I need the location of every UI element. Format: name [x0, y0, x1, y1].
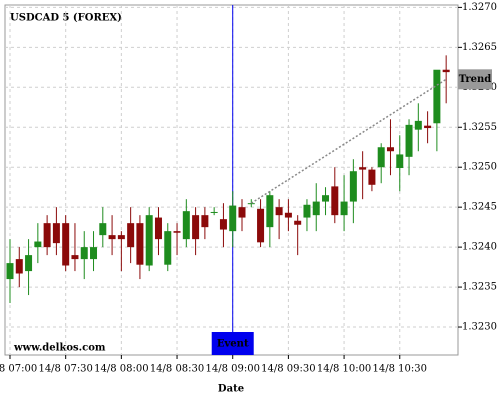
candle-body: [173, 231, 181, 233]
candle-body: [284, 212, 292, 218]
candle-body: [247, 203, 255, 205]
candle-body: [442, 69, 450, 73]
candle-body: [145, 215, 153, 266]
candle-body: [414, 120, 422, 130]
candle-body: [433, 69, 441, 124]
x-tick-label: 14/8 09:30: [261, 364, 315, 375]
candle-body: [294, 220, 302, 225]
candle-body: [238, 207, 246, 218]
x-tick-label: 14/8 07:30: [38, 364, 92, 375]
candle-body: [229, 205, 237, 232]
x-tick-label: 14/8 10:00: [317, 364, 371, 375]
candle-body: [377, 147, 385, 168]
candle-body: [192, 215, 200, 240]
y-tick-label: 1.3250: [462, 162, 497, 173]
candle-body: [322, 195, 330, 202]
candle-body: [331, 186, 339, 216]
candle-body: [136, 223, 144, 265]
candle-body: [368, 169, 376, 185]
candle-body: [25, 255, 33, 272]
candle-body: [117, 235, 125, 240]
trend-line: [250, 78, 447, 204]
y-tick-label: 1.3270: [462, 2, 497, 13]
x-tick-label: 14/8 09:00: [205, 364, 259, 375]
candle-body: [127, 223, 135, 248]
event-label: Event: [217, 339, 249, 350]
candle-body: [266, 195, 274, 228]
candle-body: [201, 215, 209, 228]
candle-body: [182, 211, 190, 240]
candle-body: [210, 211, 218, 213]
candle-body: [80, 247, 88, 260]
trend-label: Trend: [459, 74, 492, 85]
y-tick-label: 1.3240: [462, 242, 497, 253]
candle-body: [71, 255, 79, 260]
candle-body: [359, 167, 367, 170]
x-tick-label: 14/8 10:30: [373, 364, 427, 375]
candle-body: [34, 241, 42, 248]
x-tick-label: 14/8 08:00: [94, 364, 148, 375]
candle-body: [164, 231, 172, 265]
candle-body: [340, 201, 348, 216]
candle-body: [62, 223, 70, 266]
candle-body: [257, 208, 265, 243]
candle-body: [43, 223, 51, 248]
trend-box: [458, 69, 492, 90]
y-tick-label: 1.3255: [462, 122, 497, 133]
y-tick-label: 1.3235: [462, 282, 497, 293]
candle-body: [312, 201, 320, 216]
y-tick-label: 1.3230: [462, 322, 497, 333]
y-tick-label: 1.3265: [462, 42, 497, 53]
candle-body: [154, 217, 162, 240]
candle-body: [396, 154, 404, 169]
watermark: www.delkos.com: [13, 343, 106, 354]
candle-body: [424, 125, 432, 129]
candle-body: [99, 223, 107, 236]
x-tick-label: 14/8 07:00: [0, 364, 37, 375]
candle-body: [52, 223, 60, 244]
candle-body: [303, 204, 311, 218]
candle-body: [386, 147, 394, 152]
event-box: [211, 332, 254, 355]
plot-frame: [4, 4, 459, 356]
candle-body: [219, 219, 227, 230]
y-tick-label: 1.3245: [462, 202, 497, 213]
candle-body: [405, 124, 413, 157]
candle-body: [90, 247, 98, 260]
candle-body: [275, 207, 283, 216]
x-tick-label: 14/8 08:30: [150, 364, 204, 375]
candle-body: [108, 235, 116, 240]
candle-body: [15, 259, 23, 274]
x-axis-label: Date: [218, 384, 244, 395]
candle-body: [349, 171, 357, 202]
candle-body: [6, 263, 14, 280]
